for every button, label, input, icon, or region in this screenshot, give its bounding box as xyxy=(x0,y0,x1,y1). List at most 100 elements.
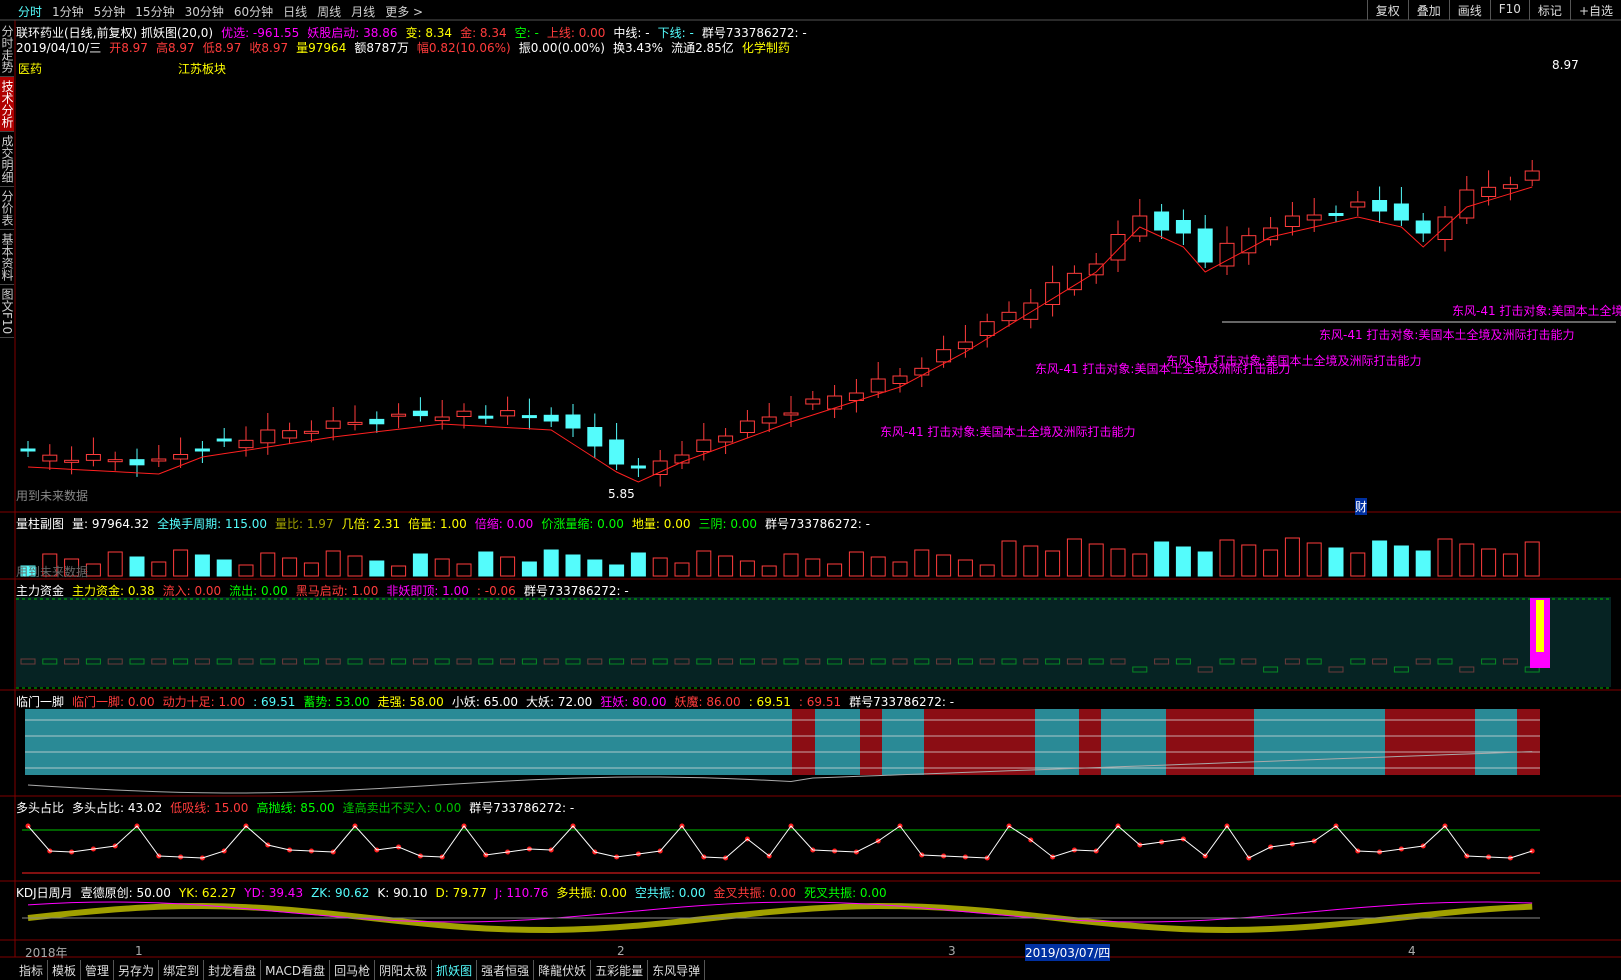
header-item: 量: 97964.32 xyxy=(72,517,150,531)
tool-button[interactable]: F10 xyxy=(1489,0,1529,20)
bottom-tab[interactable]: 绑定到 xyxy=(159,960,205,980)
bottom-tab[interactable]: 另存为 xyxy=(114,960,160,980)
tool-button[interactable]: +自选 xyxy=(1569,0,1621,20)
bottom-tab[interactable]: 管理 xyxy=(81,960,115,980)
candle xyxy=(391,413,407,417)
bottom-tab[interactable]: 模板 xyxy=(48,960,82,980)
quote-header: 2019/04/10/三 开8.97 高8.97 低8.97 收8.97 量97964 额8… xyxy=(16,39,798,56)
side-tab[interactable]: 图文F10 xyxy=(0,285,14,339)
candle xyxy=(1263,227,1279,241)
volume-bar xyxy=(1328,547,1344,577)
side-tab[interactable]: 基本资料 xyxy=(0,230,14,285)
bottom-tab[interactable]: 指标 xyxy=(15,960,49,980)
period-tab[interactable]: 1分钟 xyxy=(52,5,84,19)
volume-bar xyxy=(892,561,908,577)
candle xyxy=(1372,200,1388,212)
bottom-tab[interactable]: 回马枪 xyxy=(330,960,376,980)
header-item: 妖股启动: 38.86 xyxy=(307,26,398,40)
bottom-tab[interactable]: 五彩能量 xyxy=(591,960,649,980)
volume-bar xyxy=(1088,543,1104,577)
signal-text: 东风-41 打击对象:美国本土全境及洲际打击能力 xyxy=(1319,328,1575,342)
tool-button[interactable]: 标记 xyxy=(1528,0,1570,20)
candle xyxy=(783,412,799,416)
volume-bar xyxy=(1306,542,1322,577)
header-item: 化学制药 xyxy=(741,41,790,55)
volume-bar xyxy=(500,556,516,577)
volume-bar xyxy=(652,557,668,577)
pane-header: 量柱副图 量: 97964.32 全换手周期: 115.00 量比: 1.97 几倍: … xyxy=(16,515,878,532)
bull-line xyxy=(27,825,1533,859)
candle xyxy=(129,459,145,466)
candle xyxy=(565,414,581,429)
header-item: 走强: 58.00 xyxy=(377,695,444,709)
lm-block xyxy=(1079,709,1101,775)
bottom-tab[interactable]: 抓妖图 xyxy=(432,960,478,980)
header-item: 临门一脚 xyxy=(16,695,65,709)
volume-bar xyxy=(282,557,298,577)
signal-text: 东风-41 打击对象:美国本土全境及洲际打击能力 xyxy=(1035,362,1291,376)
candle xyxy=(936,349,952,363)
volume-bar xyxy=(369,560,385,577)
bottom-tab[interactable]: MACD看盘 xyxy=(261,960,331,980)
period-tab[interactable]: 30分钟 xyxy=(184,5,224,19)
volume-bar xyxy=(42,553,58,577)
volume-bar xyxy=(1023,545,1039,577)
pane-header: 主力资金 主力资金: 0.38 流入: 0.00 流出: 0.00 黑马启动: 1.00… xyxy=(16,582,637,599)
volume-bar xyxy=(936,554,952,577)
candle xyxy=(1175,220,1191,234)
period-tab[interactable]: 15分钟 xyxy=(135,5,175,19)
volume-bar xyxy=(1415,550,1431,577)
bottom-tab[interactable]: 东风导弹 xyxy=(648,960,706,980)
header-item: 高抛线: 85.00 xyxy=(256,801,335,815)
candle xyxy=(1284,215,1300,227)
bottom-tab[interactable]: 封龙看盘 xyxy=(204,960,262,980)
period-tab[interactable]: 60分钟 xyxy=(233,5,274,19)
bottom-tab[interactable]: 强者恒强 xyxy=(477,960,535,980)
period-tab[interactable]: 周线 xyxy=(317,5,342,19)
header-item: 低8.97 xyxy=(202,41,242,55)
side-tab[interactable]: 分时走势 xyxy=(0,22,14,77)
cai-mark: 财 xyxy=(1355,498,1368,515)
period-tab[interactable]: 分时 xyxy=(18,5,43,19)
volume-bar xyxy=(216,559,232,577)
note: 用到未来数据 xyxy=(16,565,89,579)
candle xyxy=(1066,272,1082,291)
bottom-tab[interactable]: 阴阳太极 xyxy=(375,960,433,980)
volume-bar xyxy=(20,565,36,577)
header-item: : 69.51 xyxy=(798,695,842,709)
period-tab[interactable]: 更多 > xyxy=(385,5,424,19)
fund-area xyxy=(16,597,1611,687)
header-item: 全换手周期: 115.00 xyxy=(157,517,267,531)
date-label: 1 xyxy=(135,944,143,958)
tool-button[interactable]: 复权 xyxy=(1366,0,1408,20)
period-tab[interactable]: 日线 xyxy=(283,5,308,19)
side-tab[interactable]: 成交明细 xyxy=(0,132,14,187)
volume-bar xyxy=(914,549,930,577)
candle xyxy=(107,459,123,463)
tool-button[interactable]: 画线 xyxy=(1448,0,1490,20)
volume-bar xyxy=(609,564,625,577)
header-item: : 69.51 xyxy=(253,695,296,709)
candle xyxy=(1088,263,1104,276)
bottom-tab[interactable]: 降龍伏妖 xyxy=(534,960,592,980)
candle xyxy=(1393,203,1409,221)
tool-button[interactable]: 叠加 xyxy=(1407,0,1449,20)
volume-bar xyxy=(827,563,843,577)
header-item: 量97964 xyxy=(296,41,347,55)
fund-spike xyxy=(1536,600,1544,652)
candle xyxy=(630,465,646,469)
header-item: 变: 8.34 xyxy=(405,26,453,40)
candle xyxy=(20,448,36,452)
signal-text: 东风-41 打击对象:美国本土全境及洲际打击能力 xyxy=(880,425,1136,439)
volume-bar xyxy=(1263,549,1279,577)
volume-bar xyxy=(1001,540,1017,577)
candle xyxy=(173,454,189,460)
side-tab[interactable]: 分价表 xyxy=(0,187,14,230)
period-tab[interactable]: 月线 xyxy=(351,5,376,19)
period-tab[interactable]: 5分钟 xyxy=(93,5,126,19)
side-tab[interactable]: 技术分析 xyxy=(0,77,14,132)
candle xyxy=(1328,213,1344,216)
candle xyxy=(1481,186,1497,197)
header-item: YD: 39.43 xyxy=(244,886,304,900)
